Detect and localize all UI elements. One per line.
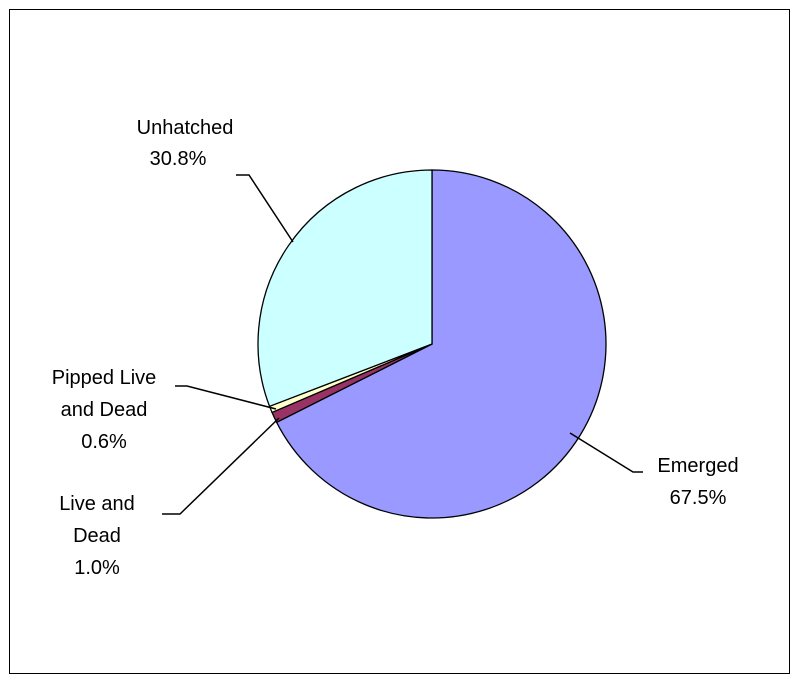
- pie-slice-unhatched: [257, 169, 433, 408]
- leader-line-unhatched: [236, 174, 294, 243]
- leader-lines: [162, 174, 643, 515]
- pie-slices: [257, 169, 607, 519]
- label-unhatched-name: Unhatched: [137, 117, 234, 139]
- leader-line-pipped: [175, 385, 277, 410]
- label-emerged-name: Emerged: [657, 455, 738, 477]
- label-live-dead-line1: Live and: [59, 493, 135, 515]
- leader-line-emerged: [569, 432, 643, 473]
- label-live-dead-value: 1.0%: [74, 557, 120, 579]
- label-unhatched-value: 30.8%: [150, 148, 207, 170]
- label-live-dead-line2: Dead: [73, 525, 121, 547]
- label-pipped-line2: and Dead: [61, 399, 148, 421]
- pie-slice-emerged: [275, 169, 607, 519]
- label-pipped-value: 0.6%: [81, 431, 127, 453]
- label-pipped-line1: Pipped Live: [52, 367, 157, 389]
- label-emerged-value: 67.5%: [670, 487, 727, 509]
- leader-line-live-and-dead: [162, 417, 280, 515]
